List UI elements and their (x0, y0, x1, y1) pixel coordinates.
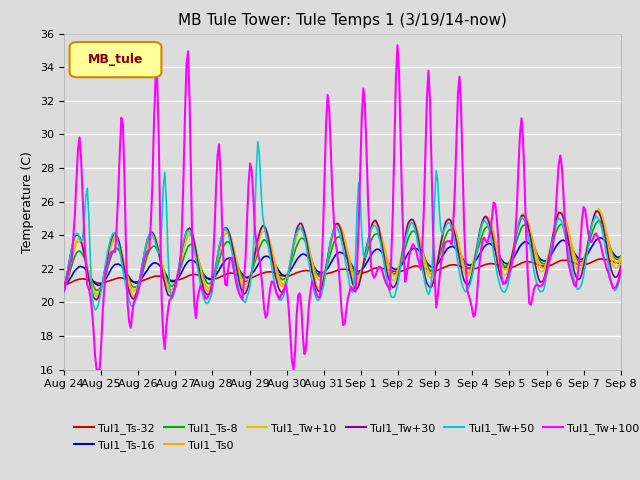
Title: MB Tule Tower: Tule Temps 1 (3/19/14-now): MB Tule Tower: Tule Temps 1 (3/19/14-now… (178, 13, 507, 28)
Text: MB_tule: MB_tule (88, 53, 143, 66)
FancyBboxPatch shape (70, 42, 161, 77)
Legend: Tul1_Ts-32, Tul1_Ts-16, Tul1_Ts-8, Tul1_Ts0, Tul1_Tw+10, Tul1_Tw+30, Tul1_Tw+50,: Tul1_Ts-32, Tul1_Ts-16, Tul1_Ts-8, Tul1_… (70, 419, 640, 455)
Y-axis label: Temperature (C): Temperature (C) (22, 151, 35, 252)
